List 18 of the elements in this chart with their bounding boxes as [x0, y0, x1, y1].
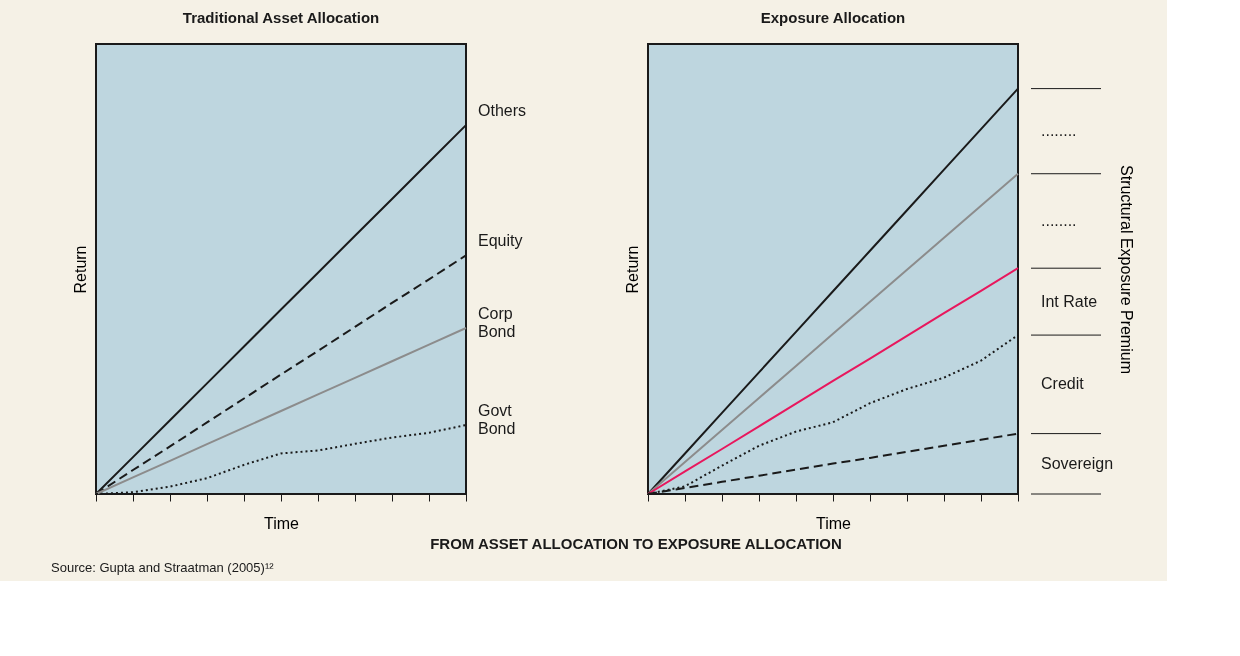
series-label: Equity	[478, 232, 523, 250]
series-label: Corp Bond	[478, 305, 516, 341]
series-label: Others	[478, 102, 527, 120]
x-axis-title: Time	[264, 514, 300, 532]
text: FROM ASSET ALLOCATION TO EXPOSURE ALLOCATION	[430, 535, 842, 552]
y2-axis-title: Structural Exposure Premium	[1117, 165, 1135, 374]
source-note: Source: Gupta and Straatman (2005)¹²	[51, 560, 275, 575]
text: ........	[1041, 211, 1077, 229]
x-axis-title: Time	[816, 514, 852, 532]
chart-title: Exposure Allocation	[760, 9, 906, 26]
text: Sovereign	[1041, 454, 1114, 472]
y-axis-title: Return	[71, 245, 89, 294]
text: Int Rate	[1041, 292, 1098, 310]
y-axis-title: Return	[623, 245, 641, 294]
chart-title: Traditional Asset Allocation	[182, 9, 380, 26]
series-label: Govt Bond	[478, 402, 516, 438]
text: ........	[1041, 122, 1077, 140]
text: Credit	[1041, 375, 1085, 393]
